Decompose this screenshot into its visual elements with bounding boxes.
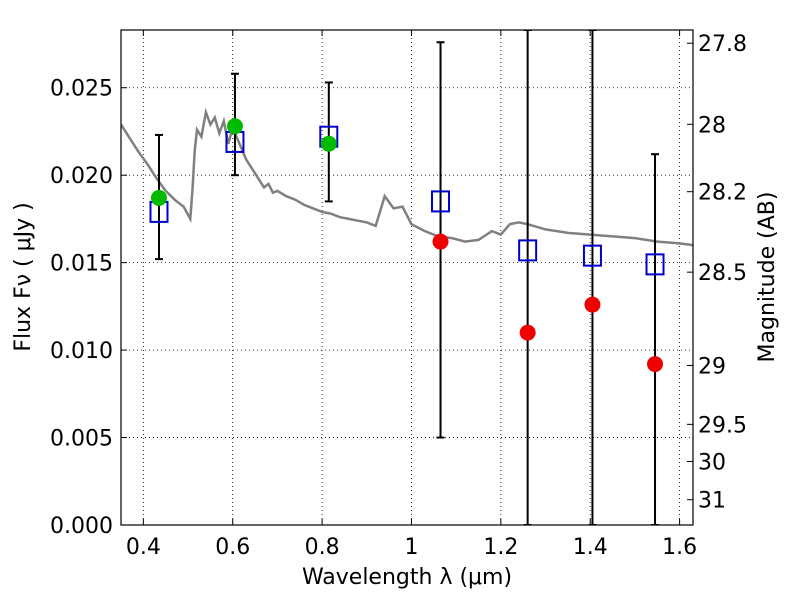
template-spectrum (121, 107, 693, 247)
y2-tick-label: 29 (698, 354, 726, 379)
y-tick-label: 0.005 (50, 427, 113, 452)
y-tick-label: 0.000 (50, 514, 113, 539)
circle-marker (647, 356, 664, 373)
x-tick-label: 1 (404, 535, 418, 560)
grid-lines (121, 30, 693, 525)
square-marker (518, 239, 538, 262)
y-axis-label: Flux Fν ( μJy ) (11, 202, 36, 351)
circle-marker (320, 135, 337, 152)
y2-tick-label: 30 (698, 450, 726, 475)
x-tick-label: 1.4 (573, 535, 608, 560)
square-marker (431, 190, 451, 213)
square-marker (582, 244, 602, 267)
y2-axis-label: Magnitude (AB) (755, 192, 780, 363)
x-tick-label: 1.6 (662, 535, 697, 560)
circle-marker (584, 296, 601, 313)
x-tick-label: 1.2 (483, 535, 518, 560)
circle-marker (432, 233, 449, 250)
y2-axis-ticks: 27.8 28 28.2 28.5 29 29.5 30 31 (687, 32, 747, 514)
y-axis-ticks: 0.000 0.005 0.010 0.015 0.020 0.025 (50, 77, 127, 539)
y2-tick-label: 28.2 (698, 181, 747, 206)
y2-tick-label: 28 (698, 113, 726, 138)
y2-tick-label: 31 (698, 489, 726, 514)
y-tick-label: 0.015 (50, 252, 113, 277)
y-tick-label: 0.020 (50, 164, 113, 189)
x-tick-label: 0.6 (215, 535, 250, 560)
y-tick-label: 0.025 (50, 77, 113, 102)
error-bars (154, 30, 660, 525)
y-tick-label: 0.010 (50, 339, 113, 364)
x-axis-label: Wavelength λ (μm) (302, 565, 512, 590)
y2-tick-label: 29.5 (698, 413, 747, 438)
circle-marker (519, 324, 536, 341)
circle-marker (150, 189, 167, 206)
x-tick-label: 0.8 (305, 535, 340, 560)
x-axis-ticks: 0.4 0.6 0.8 1 1.2 1.4 1.6 (126, 30, 697, 560)
x-tick-label: 0.4 (126, 535, 161, 560)
plot-frame (120, 29, 694, 526)
markers (149, 118, 665, 373)
square-marker (645, 253, 665, 276)
spectrum-line (121, 107, 693, 247)
y2-tick-label: 27.8 (698, 32, 747, 57)
circle-marker (226, 118, 243, 135)
y2-tick-label: 28.5 (698, 261, 747, 286)
